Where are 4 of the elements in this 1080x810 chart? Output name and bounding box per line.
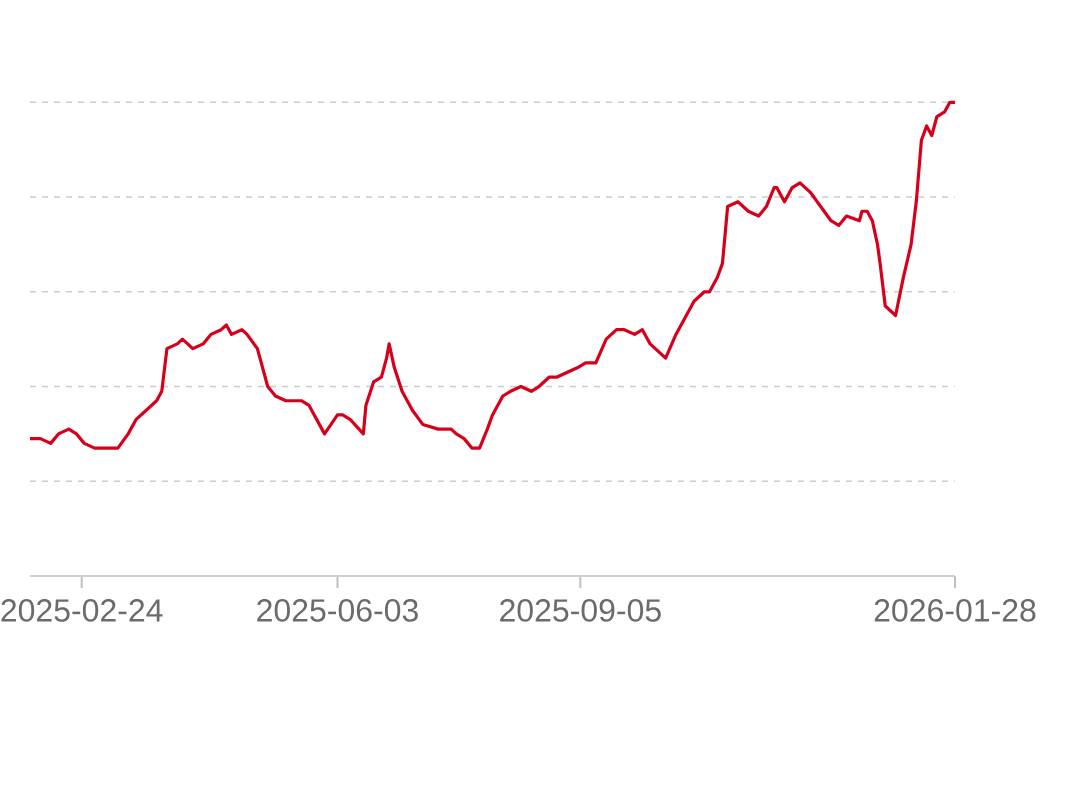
x-tick-label: 2025-06-03 [257,599,418,622]
x-tick-label: 2026-01-28 [874,599,1036,622]
x-tick-label: 2025-02-24 [1,599,163,622]
x-tick-label: 2025-09-05 [500,599,661,622]
